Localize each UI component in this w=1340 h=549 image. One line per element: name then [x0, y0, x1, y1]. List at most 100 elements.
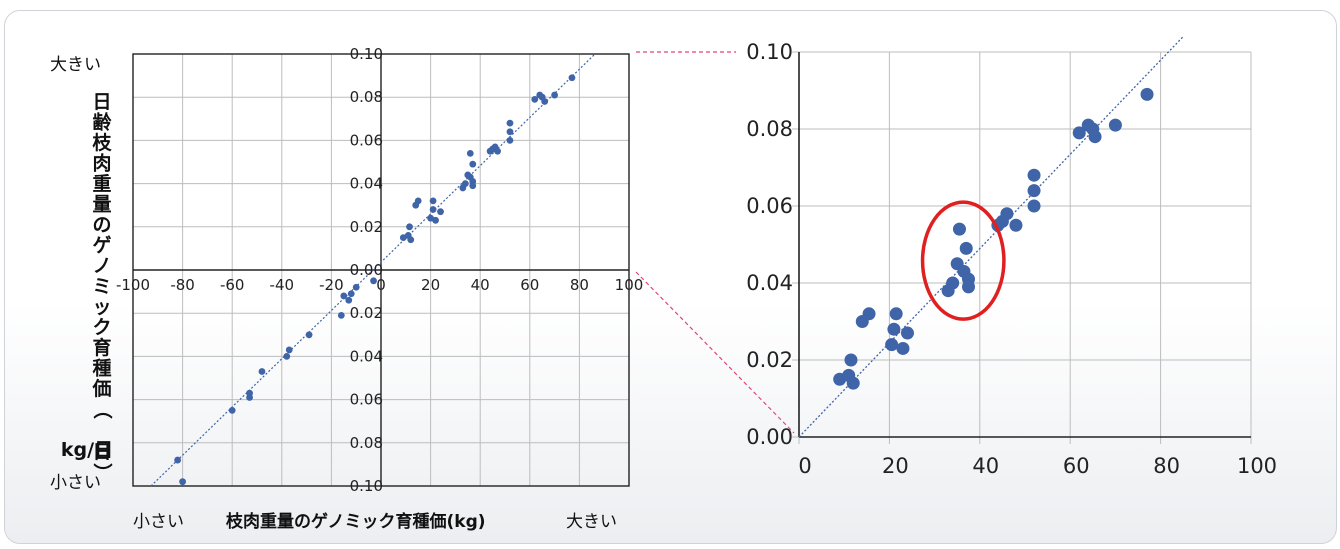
y-title-char: 日	[92, 91, 111, 113]
data-point	[469, 160, 477, 168]
data-point	[305, 331, 313, 339]
data-point	[246, 394, 253, 401]
data-point	[258, 368, 266, 375]
x-tick-label: 100	[615, 276, 644, 294]
highlight-ellipse	[920, 200, 1006, 321]
chart-panel	[4, 10, 1337, 544]
data-point	[337, 311, 345, 319]
y-tick-label: 0.06	[350, 391, 383, 409]
y-title-char: 日	[92, 441, 111, 463]
data-point	[896, 341, 910, 355]
data-point	[283, 353, 291, 360]
y-tick-label: 0.00	[746, 425, 793, 449]
data-point	[844, 353, 858, 367]
data-point	[889, 307, 903, 321]
y-top-label: 大きい	[50, 55, 101, 75]
x-tick-label: -60	[220, 276, 245, 294]
y-tick-label: 0.04	[350, 347, 383, 365]
x-tick-label: 0	[798, 454, 811, 478]
x-tick-label: -40	[270, 276, 295, 294]
data-point	[179, 478, 187, 486]
data-point	[1088, 130, 1102, 144]
data-point	[469, 182, 477, 190]
x-tick-label: 40	[972, 454, 999, 478]
x-tick-label: -80	[170, 276, 195, 294]
y-title-char: ッ	[92, 296, 111, 318]
data-point	[846, 376, 860, 390]
y-title-char: 枝	[92, 131, 112, 154]
x-left-label: 小さい	[133, 512, 184, 532]
y-title-char: ミ	[92, 276, 111, 298]
y-tick-label: 0.10	[746, 40, 793, 64]
data-point	[568, 74, 576, 82]
y-title-char: 齢	[92, 111, 112, 134]
data-point	[531, 95, 539, 103]
x-axis-title: 枝肉重量のゲノミック育種価(kg)	[226, 511, 486, 532]
y-title-char: の	[92, 214, 111, 236]
trend-line	[150, 53, 596, 487]
data-point	[1009, 218, 1023, 232]
data-point	[506, 119, 514, 127]
trend-line	[798, 36, 1184, 438]
data-point	[347, 290, 355, 298]
y-tick-label: 0.10	[350, 45, 383, 63]
y-bottom-label: 小さい	[50, 473, 101, 493]
data-point	[437, 208, 444, 216]
data-point	[407, 236, 415, 244]
y-title-char: （	[91, 400, 114, 419]
data-point	[952, 222, 966, 236]
x-tick-label: 80	[570, 276, 589, 294]
data-point	[340, 292, 348, 300]
data-point	[429, 206, 437, 213]
x-tick-label: 40	[471, 276, 490, 294]
data-point	[345, 296, 353, 304]
x-tick-label: 100	[1237, 454, 1277, 478]
y-tick-label: 0.04	[350, 175, 383, 193]
data-point	[1108, 118, 1122, 132]
y-tick-label: 0.04	[746, 271, 793, 295]
y-tick-label: 0.02	[746, 348, 793, 372]
data-point	[1140, 87, 1154, 101]
data-point	[551, 91, 558, 99]
connector-bottom	[635, 271, 795, 434]
data-point	[461, 180, 469, 188]
y-title-char: 育	[92, 336, 111, 359]
y-title-char: ク	[92, 317, 111, 339]
y-title-unit: kg/日	[61, 439, 113, 461]
data-point	[352, 283, 360, 291]
x-tick-label: -20	[319, 276, 344, 294]
data-point	[885, 338, 899, 352]
data-point	[900, 326, 914, 340]
x-tick-label: -100	[116, 276, 150, 294]
data-point	[1000, 207, 1014, 221]
data-point	[541, 98, 549, 105]
data-point	[228, 407, 236, 414]
data-point	[506, 137, 514, 144]
y-tick-label: 0.06	[350, 131, 383, 149]
data-point	[414, 197, 422, 205]
y-tick-label: 0.10	[350, 477, 383, 495]
data-point	[429, 197, 437, 205]
data-point	[370, 277, 377, 285]
x-right-label: 大きい	[566, 512, 617, 532]
y-title-char: 種	[92, 358, 111, 380]
x-tick-label: 20	[421, 276, 440, 294]
data-point	[494, 147, 501, 155]
data-point	[466, 149, 474, 157]
x-tick-label: 60	[520, 276, 539, 294]
y-title-char: ）	[91, 463, 114, 482]
data-point	[1027, 199, 1041, 213]
data-point	[406, 223, 413, 231]
y-tick-label: 0.08	[350, 88, 383, 106]
data-point	[887, 322, 901, 336]
y-title-char: ゲ	[92, 235, 111, 257]
x-tick-label: 0	[376, 276, 386, 294]
data-point	[1027, 184, 1041, 198]
data-point	[285, 346, 293, 354]
data-point	[959, 241, 973, 255]
x-tick-label: 20	[882, 454, 909, 478]
y-tick-label: 0.08	[350, 434, 383, 452]
data-point	[862, 307, 876, 321]
